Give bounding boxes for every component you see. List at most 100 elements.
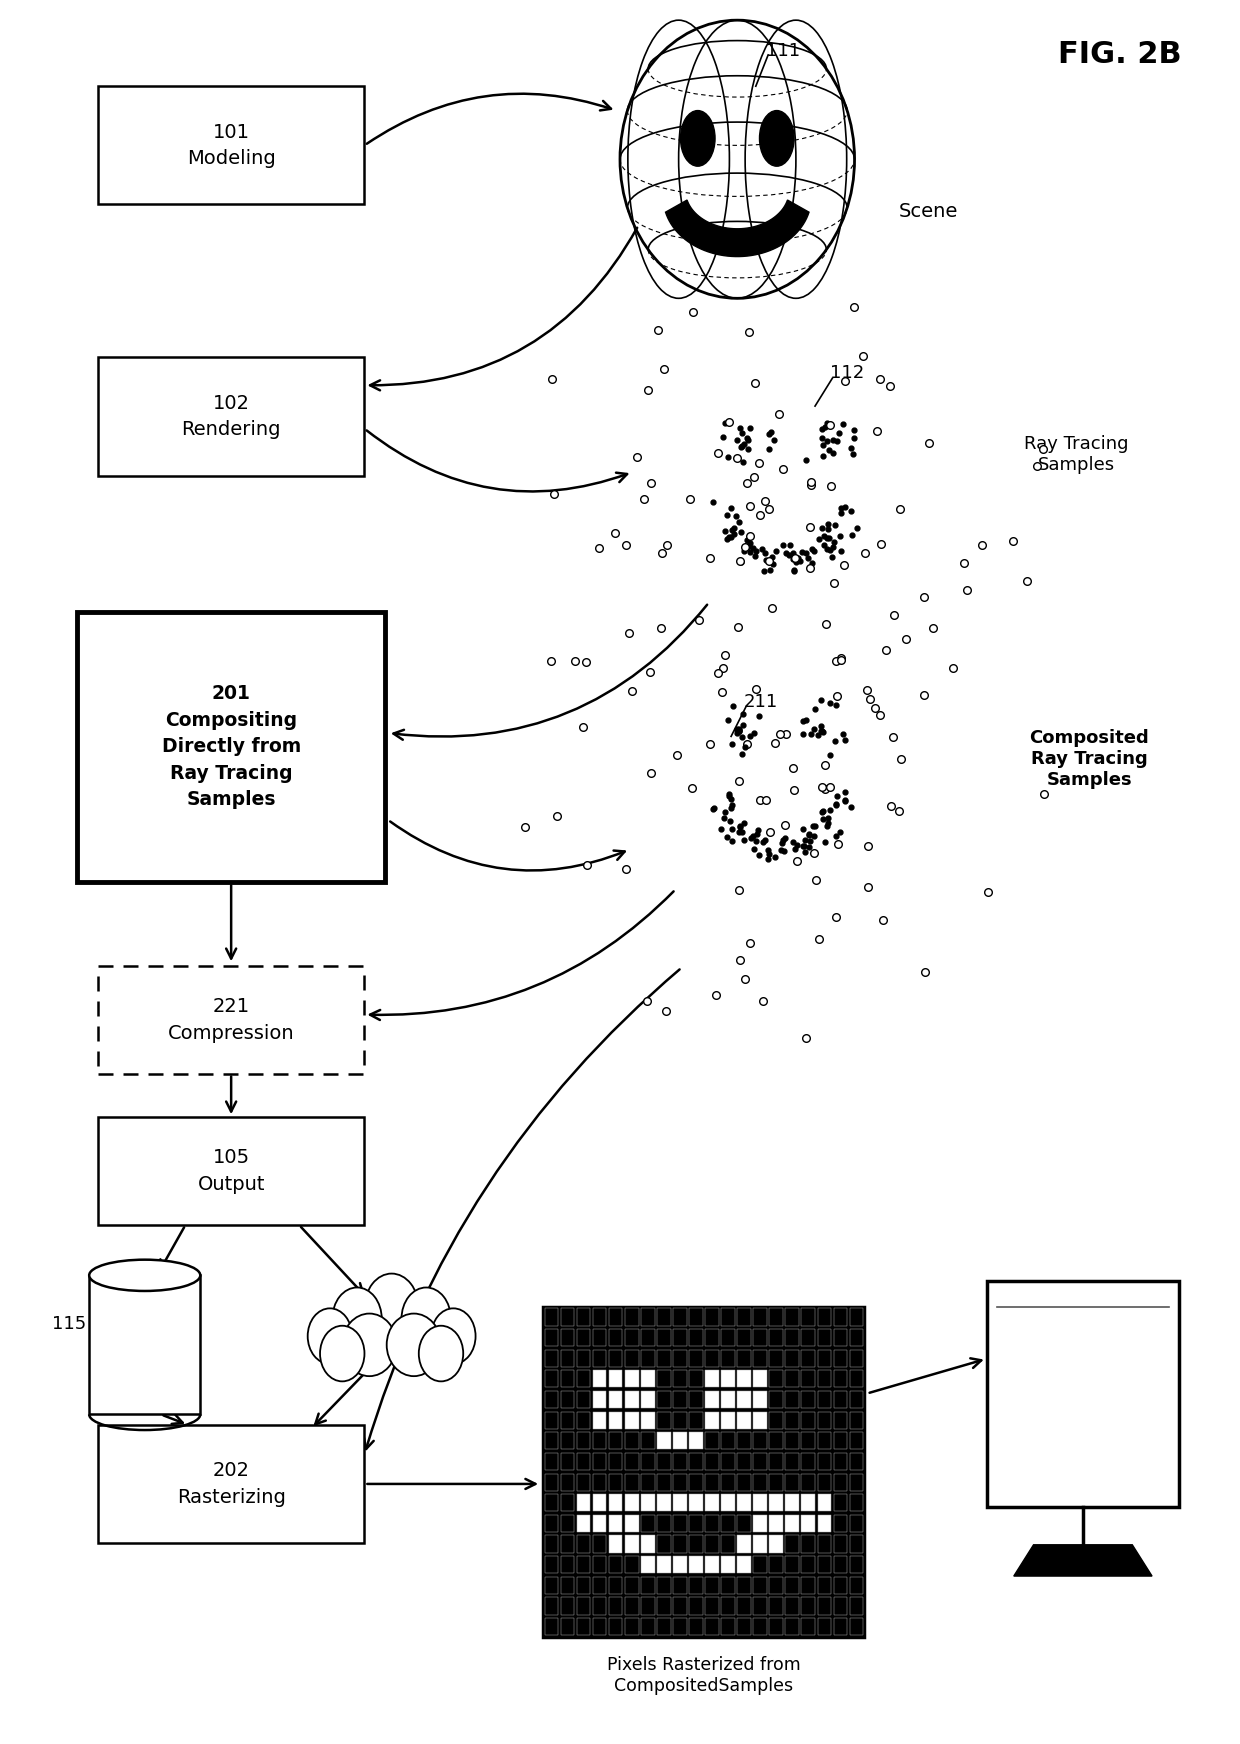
- Bar: [593, 1350, 606, 1367]
- Bar: [817, 1432, 831, 1449]
- Bar: [577, 1329, 590, 1346]
- Bar: [625, 1516, 639, 1531]
- Bar: [706, 1392, 719, 1407]
- Bar: [641, 1308, 655, 1325]
- Bar: [673, 1411, 687, 1428]
- Bar: [544, 1598, 558, 1615]
- Bar: [769, 1618, 782, 1636]
- Bar: [641, 1556, 655, 1573]
- Bar: [657, 1495, 671, 1512]
- Ellipse shape: [759, 110, 794, 166]
- Bar: [987, 1280, 1178, 1507]
- Ellipse shape: [365, 1273, 419, 1343]
- Bar: [689, 1371, 703, 1388]
- Bar: [641, 1535, 655, 1552]
- Bar: [609, 1618, 622, 1636]
- Bar: [577, 1411, 590, 1428]
- Bar: [738, 1577, 751, 1594]
- Bar: [609, 1535, 622, 1552]
- Bar: [560, 1308, 574, 1325]
- Bar: [849, 1329, 863, 1346]
- Bar: [609, 1598, 622, 1615]
- Bar: [625, 1350, 639, 1367]
- Bar: [689, 1453, 703, 1470]
- Bar: [785, 1453, 799, 1470]
- Bar: [560, 1329, 574, 1346]
- Bar: [817, 1556, 831, 1573]
- Bar: [689, 1516, 703, 1531]
- Bar: [673, 1598, 687, 1615]
- Bar: [89, 1275, 201, 1414]
- Bar: [833, 1350, 847, 1367]
- Bar: [577, 1577, 590, 1594]
- Bar: [738, 1598, 751, 1615]
- Bar: [689, 1598, 703, 1615]
- Bar: [722, 1392, 735, 1407]
- Bar: [673, 1535, 687, 1552]
- Text: Ray Tracing
Samples: Ray Tracing Samples: [1024, 436, 1128, 474]
- Bar: [738, 1350, 751, 1367]
- Bar: [689, 1392, 703, 1407]
- Bar: [817, 1411, 831, 1428]
- Bar: [738, 1516, 751, 1531]
- Bar: [769, 1371, 782, 1388]
- Bar: [769, 1577, 782, 1594]
- Bar: [560, 1618, 574, 1636]
- Bar: [785, 1535, 799, 1552]
- Bar: [801, 1371, 815, 1388]
- Bar: [754, 1392, 766, 1407]
- Bar: [801, 1308, 815, 1325]
- Bar: [706, 1516, 719, 1531]
- Bar: [577, 1618, 590, 1636]
- Bar: [625, 1598, 639, 1615]
- Bar: [577, 1392, 590, 1407]
- Bar: [738, 1556, 751, 1573]
- Bar: [641, 1474, 655, 1491]
- Bar: [560, 1350, 574, 1367]
- Bar: [833, 1392, 847, 1407]
- Bar: [738, 1495, 751, 1512]
- Bar: [849, 1350, 863, 1367]
- Bar: [754, 1495, 766, 1512]
- Bar: [769, 1598, 782, 1615]
- Bar: [544, 1371, 558, 1388]
- Bar: [657, 1329, 671, 1346]
- Bar: [833, 1516, 847, 1531]
- Bar: [849, 1535, 863, 1552]
- Bar: [593, 1598, 606, 1615]
- Bar: [833, 1577, 847, 1594]
- Text: Composited
Ray Tracing
Samples: Composited Ray Tracing Samples: [1029, 729, 1149, 788]
- Bar: [801, 1535, 815, 1552]
- Bar: [754, 1453, 766, 1470]
- Bar: [706, 1350, 719, 1367]
- Bar: [817, 1598, 831, 1615]
- Text: 115: 115: [52, 1315, 87, 1332]
- Bar: [738, 1411, 751, 1428]
- Bar: [625, 1371, 639, 1388]
- Bar: [785, 1432, 799, 1449]
- Bar: [98, 966, 363, 1074]
- Bar: [754, 1556, 766, 1573]
- Ellipse shape: [620, 21, 854, 298]
- Bar: [769, 1556, 782, 1573]
- Bar: [673, 1516, 687, 1531]
- Bar: [785, 1495, 799, 1512]
- Bar: [641, 1598, 655, 1615]
- Bar: [722, 1432, 735, 1449]
- Bar: [849, 1392, 863, 1407]
- Bar: [706, 1371, 719, 1388]
- Bar: [625, 1411, 639, 1428]
- Bar: [785, 1371, 799, 1388]
- Bar: [817, 1535, 831, 1552]
- Bar: [544, 1411, 558, 1428]
- Text: 202
Rasterizing: 202 Rasterizing: [177, 1461, 285, 1507]
- Bar: [657, 1308, 671, 1325]
- Bar: [801, 1598, 815, 1615]
- Bar: [849, 1371, 863, 1388]
- Bar: [785, 1350, 799, 1367]
- Text: 116: 116: [334, 1301, 368, 1318]
- Bar: [801, 1577, 815, 1594]
- Bar: [641, 1618, 655, 1636]
- Bar: [706, 1308, 719, 1325]
- Bar: [785, 1516, 799, 1531]
